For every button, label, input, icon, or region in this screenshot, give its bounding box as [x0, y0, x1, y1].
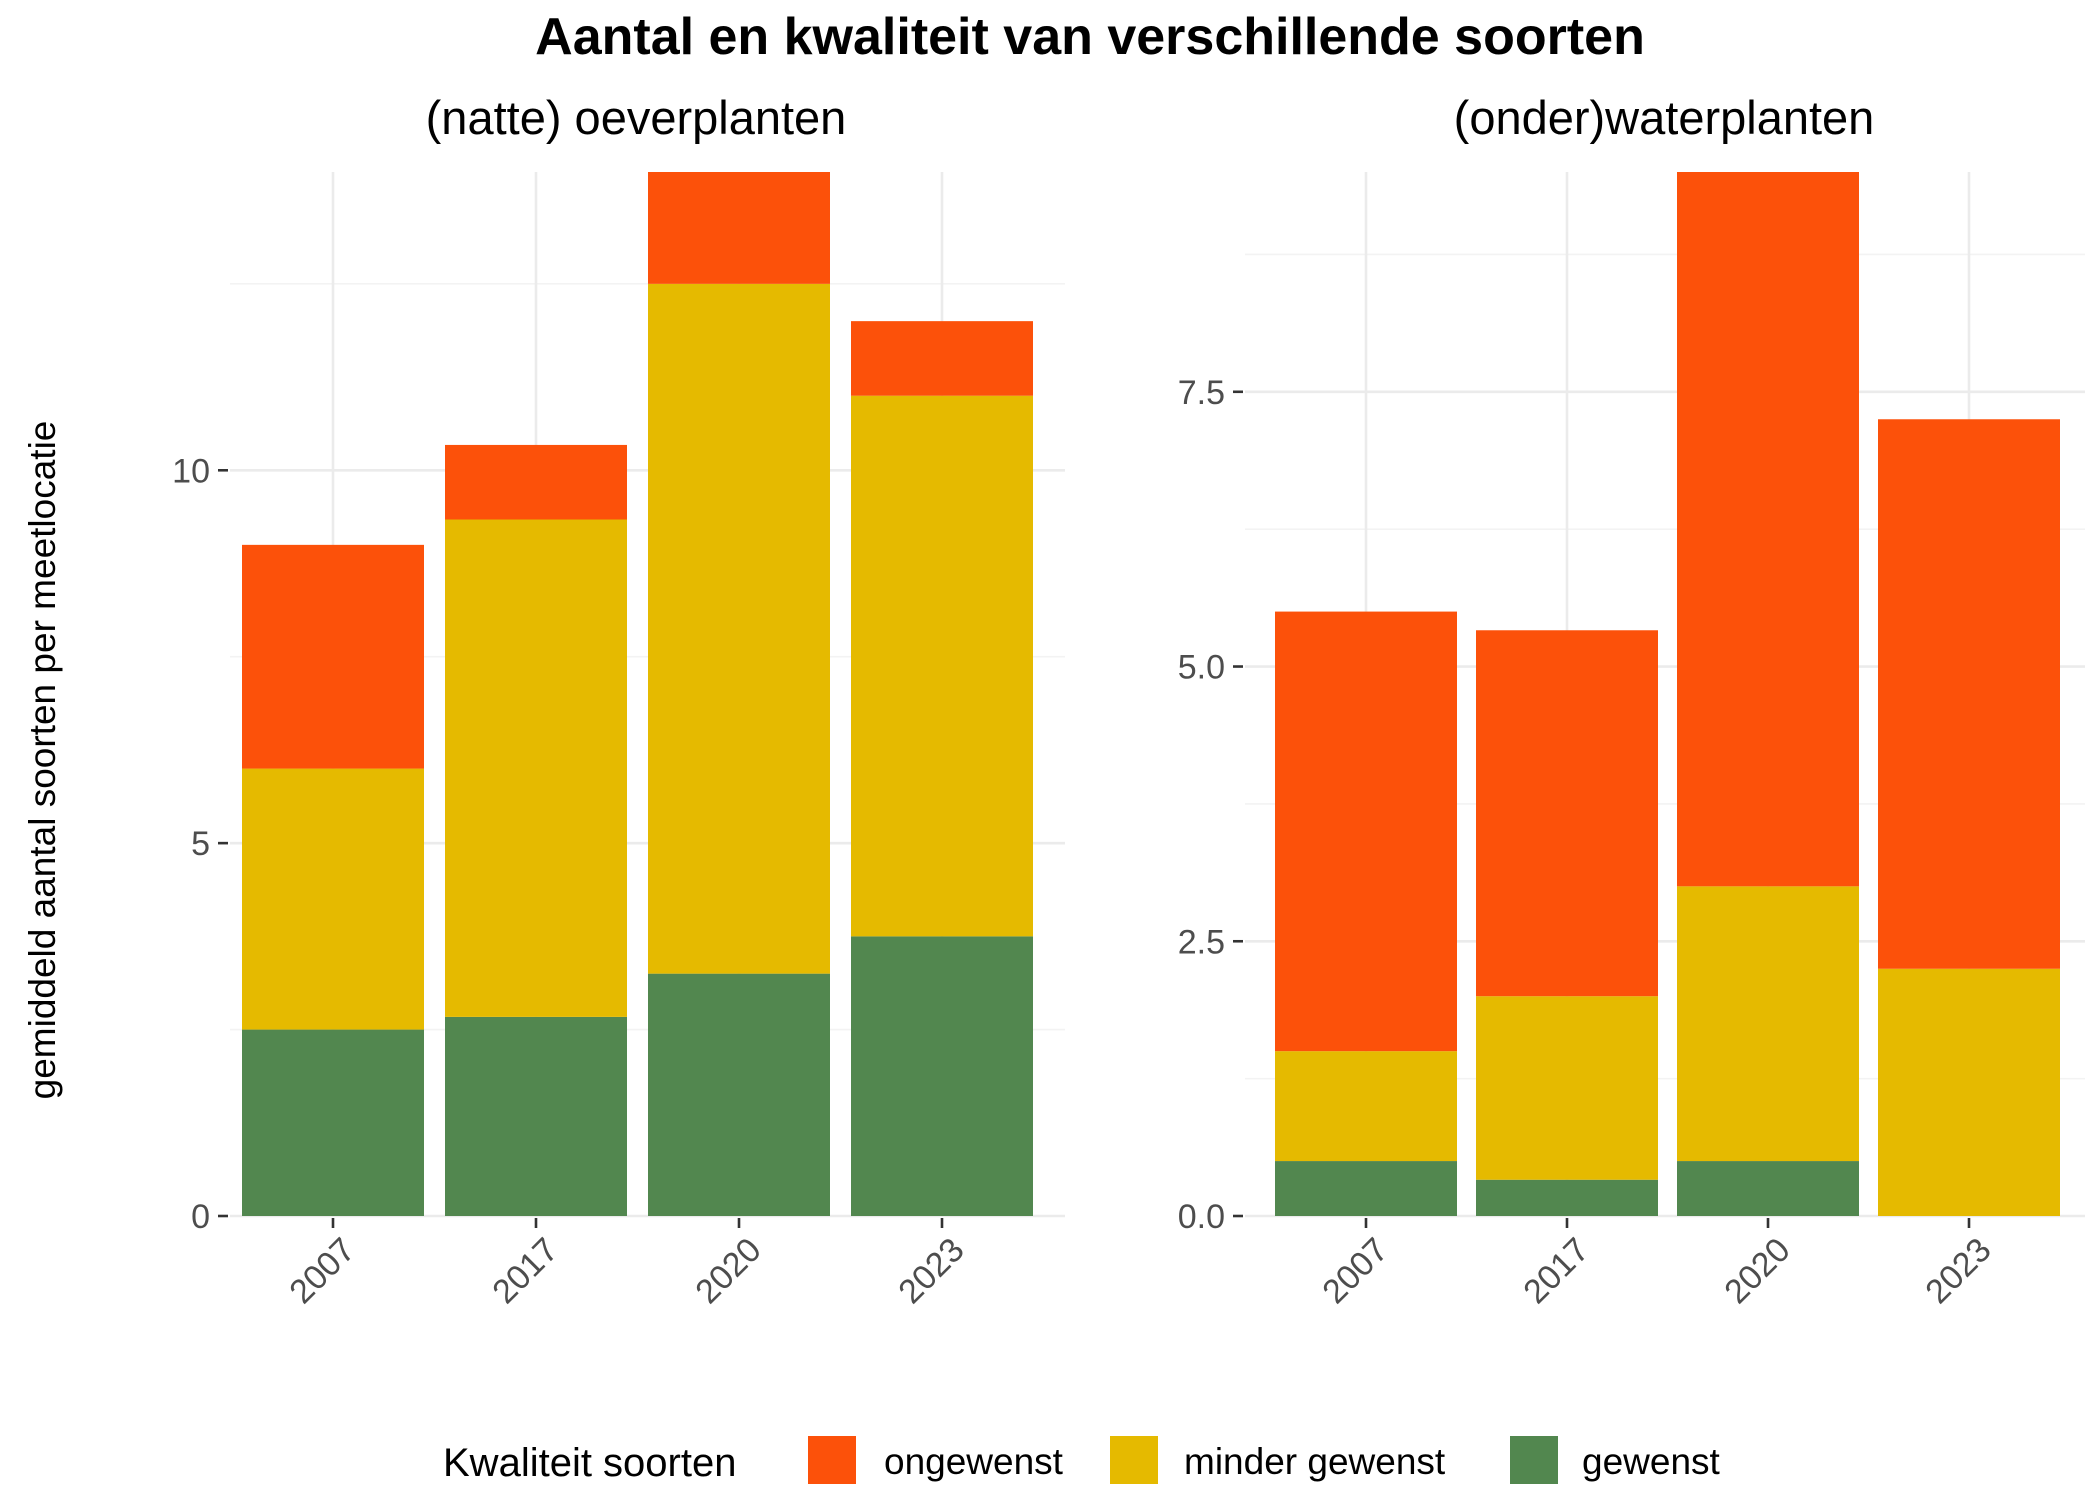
- panel-title: (natte) oeverplanten: [426, 91, 847, 144]
- bar-segment-minder-gewenst-2020: [1677, 886, 1859, 1162]
- bar-segment-ongewenst-2020: [1677, 172, 1859, 887]
- bar-segment-gewenst-2007: [242, 1029, 424, 1216]
- y-tick-label: 10: [172, 452, 210, 490]
- bar-segment-minder-gewenst-2017: [1476, 996, 1658, 1180]
- bar-segment-ongewenst-2020: [648, 172, 830, 284]
- panel-waterplanten: (onder)waterplanten 0.0 2.5 5.0 7.5 2007 201…: [1178, 91, 2085, 1311]
- bar-segment-ongewenst-2023: [851, 321, 1033, 396]
- legend: Kwaliteit soorten ongewenst minder gewen…: [443, 1436, 1721, 1485]
- y-axis: 0 5 10: [172, 452, 228, 1236]
- bar-segment-gewenst-2023: [851, 936, 1033, 1216]
- legend-title: Kwaliteit soorten: [443, 1441, 736, 1485]
- bar-segment-minder-gewenst-2007: [1275, 1051, 1457, 1162]
- y-tick-label: 5.0: [1178, 649, 1225, 687]
- bar-segment-gewenst-2020: [1677, 1161, 1859, 1216]
- x-tick-label: 2017: [485, 1231, 565, 1311]
- x-tick-label: 2023: [1918, 1231, 1998, 1311]
- bar-segment-ongewenst-2023: [1878, 419, 2060, 969]
- panel-bars: [1275, 172, 2060, 1216]
- x-tick-label: 2007: [282, 1231, 362, 1311]
- y-axis-label: gemiddeld aantal soorten per meetlocatie: [22, 421, 63, 1100]
- bar-segment-minder-gewenst-2007: [242, 768, 424, 1030]
- bar-segment-minder-gewenst-2020: [648, 283, 830, 974]
- x-tick-label: 2020: [1717, 1231, 1797, 1311]
- bar-segment-ongewenst-2017: [445, 444, 627, 520]
- bar-segment-ongewenst-2007: [242, 544, 424, 769]
- bar-segment-gewenst-2007: [1275, 1161, 1457, 1216]
- bar-segment-gewenst-2017: [1476, 1179, 1658, 1216]
- legend-label-ongewenst: ongewenst: [884, 1441, 1064, 1482]
- legend-label-minder-gewenst: minder gewenst: [1184, 1441, 1446, 1482]
- bar-segment-gewenst-2020: [648, 973, 830, 1216]
- bar-segment-ongewenst-2007: [1275, 611, 1457, 1052]
- y-tick-label: 0.0: [1178, 1198, 1225, 1236]
- legend-swatch-gewenst: [1510, 1436, 1558, 1484]
- x-axis: 2007 2017 2020 2023: [1315, 1218, 1999, 1311]
- legend-swatch-minder-gewenst: [1110, 1436, 1158, 1484]
- panel-title: (onder)waterplanten: [1454, 91, 1875, 144]
- legend-swatch-ongewenst: [808, 1436, 856, 1484]
- x-tick-label: 2007: [1315, 1231, 1395, 1311]
- y-axis: 0.0 2.5 5.0 7.5: [1178, 374, 1243, 1236]
- chart-title: Aantal en kwaliteit van verschillende so…: [535, 8, 1645, 66]
- x-tick-label: 2023: [891, 1231, 971, 1311]
- bar-segment-ongewenst-2017: [1476, 630, 1658, 997]
- x-tick-label: 2020: [688, 1231, 768, 1311]
- bar-segment-minder-gewenst-2023: [851, 395, 1033, 937]
- y-tick-label: 0: [191, 1198, 210, 1236]
- y-tick-label: 2.5: [1178, 923, 1225, 961]
- bar-segment-gewenst-2017: [445, 1016, 627, 1216]
- panel-bars: [242, 172, 1033, 1216]
- y-tick-label: 7.5: [1178, 374, 1225, 412]
- bar-segment-minder-gewenst-2017: [445, 519, 627, 1017]
- x-tick-label: 2017: [1516, 1231, 1596, 1311]
- x-axis: 2007 2017 2020 2023: [282, 1218, 972, 1311]
- legend-label-gewenst: gewenst: [1582, 1441, 1721, 1482]
- bar-segment-minder-gewenst-2023: [1878, 968, 2060, 1216]
- y-tick-label: 5: [191, 825, 210, 863]
